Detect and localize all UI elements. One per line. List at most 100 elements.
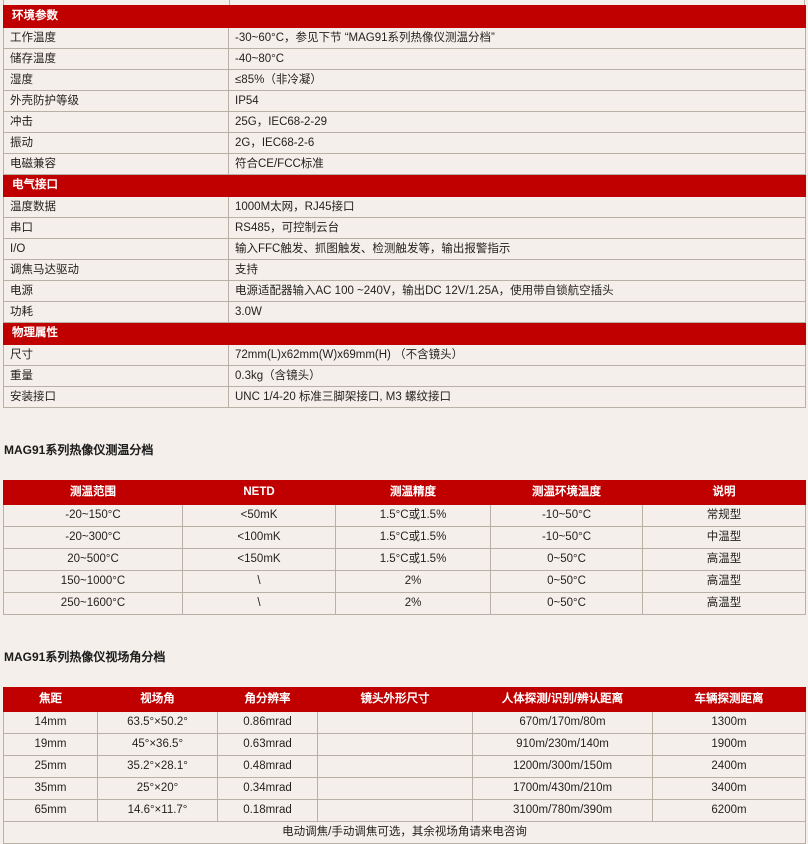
table-cell: -10~50°C <box>490 526 643 549</box>
spec-row: 温度数据 1000M太网，RJ45接口 <box>3 196 806 218</box>
table-cell: 2% <box>335 592 491 615</box>
table-cell: 14mm <box>3 711 98 734</box>
spec-row: 电源 电源适配器输入AC 100 ~240V，输出DC 12V/1.25A，使用带… <box>3 280 806 302</box>
table-header-row: 焦距 视场角 角分辨率 镜头外形尺寸 人体探测/识别/辨认距离 车辆探测距离 <box>3 687 806 712</box>
table-cell: <150mK <box>182 548 336 571</box>
table-cell: 670m/170m/80m <box>472 711 653 734</box>
spec-row-value: 72mm(L)x62mm(W)x69mm(H) （不含镜头） <box>228 344 806 366</box>
spec-row: 安装接口 UNC 1/4-20 标准三脚架接口, M3 螺纹接口 <box>3 386 806 408</box>
table-cell: 高温型 <box>642 548 806 571</box>
spec-row-value: IP54 <box>228 90 806 112</box>
column-header: 角分辨率 <box>217 687 318 712</box>
column-header: 镜头外形尺寸 <box>317 687 473 712</box>
spec-row-value: 0.3kg（含镜头） <box>228 365 806 387</box>
spec-row-key: 电源 <box>3 280 229 302</box>
table-cell: 19mm <box>3 733 98 756</box>
spec-section-title: 环境参数 <box>3 5 806 28</box>
spec-row-key: 功耗 <box>3 301 229 323</box>
spec-row: 电磁兼容 符合CE/FCC标准 <box>3 153 806 175</box>
column-header: 人体探测/识别/辨认距离 <box>472 687 653 712</box>
column-divider <box>229 0 230 5</box>
spec-row: 功耗 3.0W <box>3 301 806 323</box>
table-footer-row: 电动调焦/手动调焦可选，其余视场角请来电咨询 <box>3 821 806 844</box>
table-cell: 0.86mrad <box>217 711 318 734</box>
spec-row-key: 湿度 <box>3 69 229 91</box>
spec-row-value: -40~80°C <box>228 48 806 70</box>
table-top-clipped-row <box>3 0 805 5</box>
spec-row: 储存温度 -40~80°C <box>3 48 806 70</box>
specification-table: 环境参数 工作温度 -30~60°C，参见下节 “MAG91系列热像仪测温分档” 储存… <box>3 5 806 408</box>
column-header: 测温精度 <box>335 480 491 505</box>
spec-row: 调焦马达驱动 支持 <box>3 259 806 281</box>
table-cell: 0.18mrad <box>217 799 318 822</box>
table-cell: 150~1000°C <box>3 570 183 593</box>
spec-row: I/O 输入FFC触发、抓图触发、检测触发等，输出报警指示 <box>3 238 806 260</box>
table-cell <box>317 711 473 734</box>
spacer <box>0 615 808 649</box>
table-cell: 63.5°×50.2° <box>97 711 218 734</box>
spec-row-key: 电磁兼容 <box>3 153 229 175</box>
spacer <box>0 458 808 480</box>
spec-row-key: 工作温度 <box>3 27 229 49</box>
table-cell: 14.6°×11.7° <box>97 799 218 822</box>
table-cell: <50mK <box>182 504 336 527</box>
table-row: -20~150°C <50mK 1.5°C或1.5% -10~50°C 常规型 <box>3 504 806 527</box>
spec-row-key: 尺寸 <box>3 344 229 366</box>
table-cell: 6200m <box>652 799 806 822</box>
spec-row-value: 输入FFC触发、抓图触发、检测触发等，输出报警指示 <box>228 238 806 260</box>
table-cell: 25mm <box>3 755 98 778</box>
table-cell: 2% <box>335 570 491 593</box>
spec-row-value: 支持 <box>228 259 806 281</box>
spec-row-value: ≤85%（非冷凝） <box>228 69 806 91</box>
table-footer-note: 电动调焦/手动调焦可选，其余视场角请来电咨询 <box>3 821 806 844</box>
column-header: 车辆探测距离 <box>652 687 806 712</box>
table-cell: <100mK <box>182 526 336 549</box>
table-row: 35mm 25°×20° 0.34mrad 1700m/430m/210m 3400m <box>3 777 806 800</box>
spec-row-value: RS485，可控制云台 <box>228 217 806 239</box>
temperature-range-table: 测温范围 NETD 测温精度 测温环境温度 说明 -20~150°C <50mK 1.5°C… <box>3 480 806 615</box>
table-cell: 0~50°C <box>490 592 643 615</box>
table-cell: 35mm <box>3 777 98 800</box>
spec-row: 工作温度 -30~60°C，参见下节 “MAG91系列热像仪测温分档” <box>3 27 806 49</box>
spec-row-key: 振动 <box>3 132 229 154</box>
spec-row: 尺寸 72mm(L)x62mm(W)x69mm(H) （不含镜头） <box>3 344 806 366</box>
spec-row: 冲击 25G，IEC68-2-29 <box>3 111 806 133</box>
spec-row-value: UNC 1/4-20 标准三脚架接口, M3 螺纹接口 <box>228 386 806 408</box>
fov-section-title: MAG91系列热像仪视场角分档 <box>4 650 166 664</box>
table-cell: 65mm <box>3 799 98 822</box>
table-cell <box>317 733 473 756</box>
table-cell: 2400m <box>652 755 806 778</box>
spec-section-title: 电气接口 <box>3 174 806 197</box>
table-cell: 0.63mrad <box>217 733 318 756</box>
table-cell: 910m/230m/140m <box>472 733 653 756</box>
spec-section-header: 电气接口 <box>3 174 806 197</box>
table-cell: 45°×36.5° <box>97 733 218 756</box>
spec-row-key: 冲击 <box>3 111 229 133</box>
spec-row: 重量 0.3kg（含镜头） <box>3 365 806 387</box>
spec-row: 湿度 ≤85%（非冷凝） <box>3 69 806 91</box>
table-cell: 3400m <box>652 777 806 800</box>
column-header: NETD <box>182 480 336 505</box>
table-cell: 20~500°C <box>3 548 183 571</box>
column-header: 焦距 <box>3 687 98 712</box>
spec-row-key: 调焦马达驱动 <box>3 259 229 281</box>
table-cell: 1700m/430m/210m <box>472 777 653 800</box>
table-cell: 1200m/300m/150m <box>472 755 653 778</box>
spacer <box>0 665 808 687</box>
spec-section-header: 环境参数 <box>3 5 806 28</box>
table-cell: 常规型 <box>642 504 806 527</box>
spec-row-value: 1000M太网，RJ45接口 <box>228 196 806 218</box>
field-of-view-table: 焦距 视场角 角分辨率 镜头外形尺寸 人体探测/识别/辨认距离 车辆探测距离 14mm 63… <box>3 687 806 844</box>
table-row: 250~1600°C \ 2% 0~50°C 高温型 <box>3 592 806 615</box>
column-header: 测温范围 <box>3 480 183 505</box>
table-cell: 3100m/780m/390m <box>472 799 653 822</box>
table-cell: 0~50°C <box>490 548 643 571</box>
spec-row: 振动 2G，IEC68-2-6 <box>3 132 806 154</box>
table-cell: 高温型 <box>642 570 806 593</box>
spacer <box>0 408 808 442</box>
spec-row: 串口 RS485，可控制云台 <box>3 217 806 239</box>
table-cell <box>317 755 473 778</box>
table-cell: 高温型 <box>642 592 806 615</box>
table-cell: 1.5°C或1.5% <box>335 526 491 549</box>
